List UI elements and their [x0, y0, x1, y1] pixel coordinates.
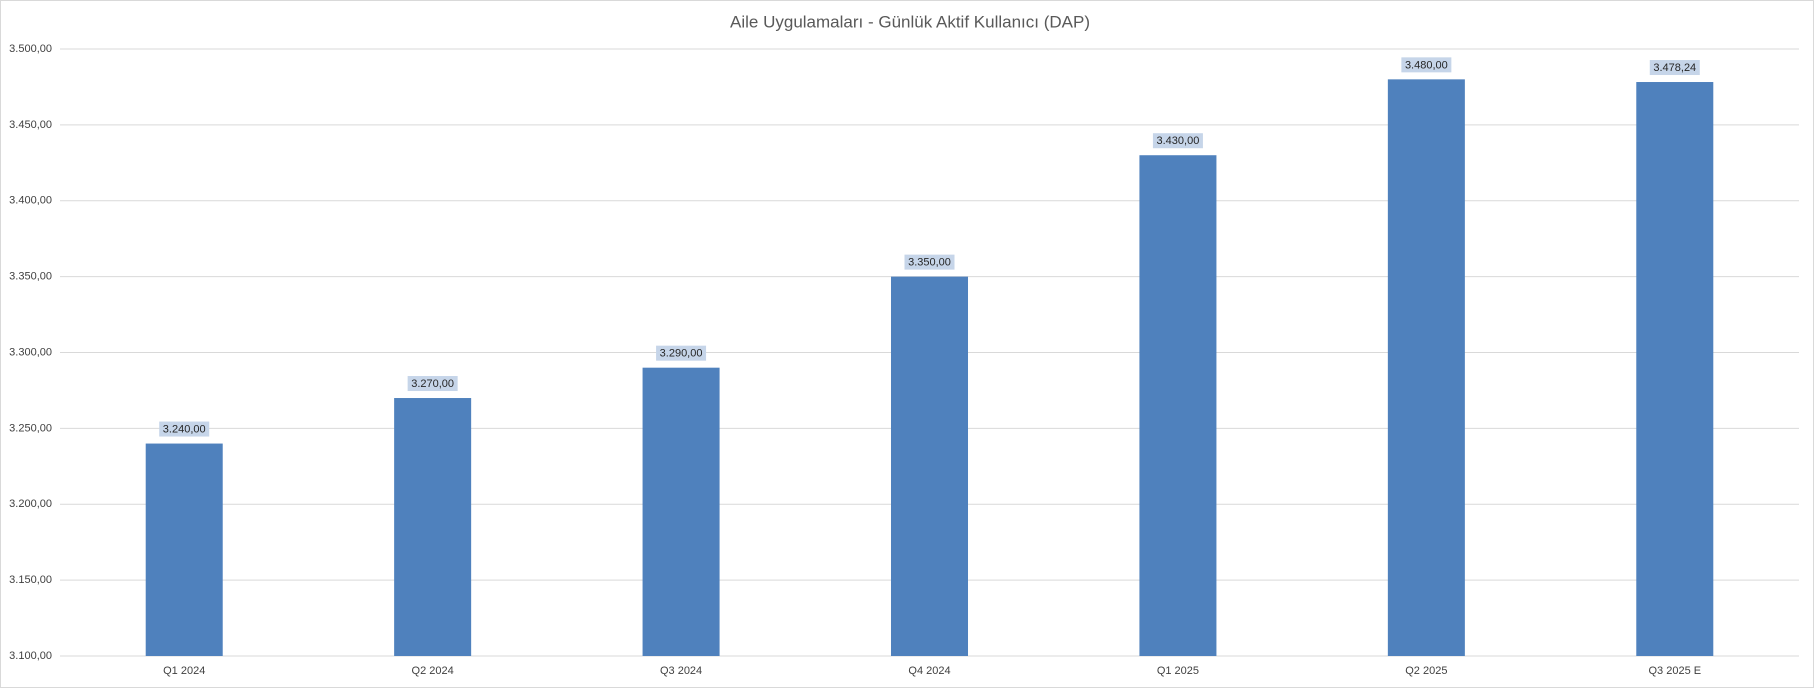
x-tick-label: Q2 2025 — [1405, 665, 1447, 677]
value-label: 3.478,24 — [1653, 62, 1696, 74]
value-label-bg — [1152, 133, 1203, 149]
value-label-bg — [904, 254, 955, 270]
bar — [1387, 79, 1465, 657]
value-label: 3.240,00 — [163, 423, 206, 435]
bar — [890, 276, 969, 656]
bar — [642, 367, 720, 656]
x-tick-label: Q4 2024 — [908, 665, 950, 677]
value-label-bg — [407, 376, 458, 392]
x-tick-label: Q3 2024 — [660, 665, 702, 677]
value-label: 3.270,00 — [411, 378, 454, 390]
x-tick-label: Q1 2025 — [1157, 665, 1199, 677]
y-tick-label: 3.500,00 — [9, 43, 52, 55]
y-tick-label: 3.400,00 — [9, 195, 52, 207]
x-tick-label: Q3 2025 E — [1648, 665, 1701, 677]
value-label-bg — [1401, 57, 1452, 73]
value-label-bg — [656, 345, 707, 361]
value-label: 3.350,00 — [908, 257, 951, 269]
bar — [1636, 82, 1714, 656]
chart-title: Aile Uygulamaları - Günlük Aktif Kullanı… — [730, 12, 1090, 31]
y-tick-label: 3.300,00 — [9, 346, 52, 358]
y-tick-label: 3.100,00 — [9, 650, 52, 662]
y-tick-label: 3.200,00 — [9, 498, 52, 510]
y-tick-label: 3.450,00 — [9, 119, 52, 131]
value-label: 3.430,00 — [1157, 135, 1200, 147]
y-tick-label: 3.350,00 — [9, 271, 52, 283]
bar — [394, 398, 472, 656]
value-label-bg — [1649, 60, 1700, 76]
bar — [145, 443, 223, 656]
y-tick-label: 3.250,00 — [9, 422, 52, 434]
value-label-bg — [159, 421, 210, 437]
bar — [1139, 155, 1217, 656]
y-tick-label: 3.150,00 — [9, 574, 52, 586]
x-tick-label: Q1 2024 — [163, 665, 205, 677]
value-label: 3.290,00 — [660, 348, 703, 360]
x-tick-label: Q2 2024 — [412, 665, 454, 677]
value-label: 3.480,00 — [1405, 59, 1448, 71]
